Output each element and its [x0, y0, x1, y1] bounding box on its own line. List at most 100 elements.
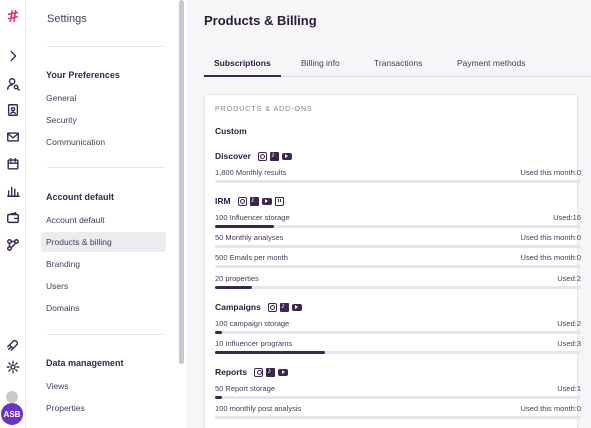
sidebar-item-domains[interactable]: Domains	[46, 303, 80, 313]
sidebar-scrollbar[interactable]	[179, 0, 184, 364]
product-name: IRM	[215, 196, 231, 206]
usage-bar	[215, 286, 581, 289]
usage-metric: 10 Influencer programs Used:3	[215, 339, 581, 357]
metric-label: 500 Emails per month	[215, 253, 288, 262]
sidebar-item-products-billing[interactable]: Products & billing	[41, 232, 166, 252]
sidebar-item-branding[interactable]: Branding	[46, 259, 81, 269]
usage-metric: 1,800 Monthly results Used this month:0	[215, 168, 581, 186]
tiktok-icon	[266, 366, 276, 377]
usage-metric: 100 campaign storage Used:2	[215, 319, 581, 337]
integrations-icon[interactable]	[4, 236, 21, 253]
product-group-campaigns: Campaigns	[215, 301, 302, 312]
section-heading-account-default: Account default	[46, 192, 115, 202]
youtube-icon	[281, 152, 292, 160]
usage-metric: 50 Monthly analyses Used this month:0	[215, 233, 581, 251]
usage-bar	[215, 225, 581, 228]
metric-usage: Used:2	[557, 274, 581, 283]
tiktok-icon	[279, 301, 289, 312]
metric-usage: Used:3	[557, 339, 581, 348]
metric-usage: Used:16	[553, 213, 581, 222]
tab-bar: Subscriptions Billing info Transactions …	[204, 56, 591, 77]
metric-label: 1,800 Monthly results	[215, 168, 287, 177]
metric-label: 100 campaign storage	[215, 319, 290, 328]
tab-billing-info[interactable]: Billing info	[301, 58, 340, 68]
sidebar-title: Settings	[47, 13, 87, 25]
divider	[47, 334, 165, 335]
instagram-icon	[267, 302, 277, 312]
metric-usage: Used this month:0	[520, 404, 581, 413]
usage-metric: 100 Influencer storage Used:16	[215, 213, 581, 231]
plan-name: Custom	[215, 126, 247, 136]
contacts-book-icon[interactable]	[4, 101, 21, 118]
youtube-icon	[261, 197, 272, 205]
sidebar-item-security[interactable]: Security	[46, 115, 77, 125]
subscriptions-card: PRODUCTS & ADD-ONS Custom Discover 1,800…	[204, 94, 581, 428]
wallet-icon[interactable]	[4, 209, 21, 226]
user-silhouette-icon	[6, 391, 18, 403]
icon-rail: ASB	[0, 0, 26, 428]
section-heading-preferences: Your Preferences	[46, 70, 120, 80]
tab-subscriptions[interactable]: Subscriptions	[204, 56, 281, 77]
metric-usage: Used:1	[557, 384, 581, 393]
tiktok-icon	[269, 150, 279, 161]
chevron-right-icon[interactable]	[4, 47, 21, 64]
usage-bar-fill	[215, 396, 223, 399]
usage-bar-fill	[215, 331, 223, 334]
bar-chart-icon[interactable]	[4, 182, 21, 199]
brand-logo-icon[interactable]	[4, 7, 21, 24]
product-group-discover: Discover	[215, 150, 292, 161]
settings-sidebar: Settings Your Preferences General Securi…	[27, 0, 180, 428]
usage-bar-fill	[215, 286, 252, 289]
metric-label: 20 properties	[215, 274, 259, 283]
metric-label: 100 monthly post analysis	[215, 404, 302, 413]
metric-usage: Used this month:0	[520, 253, 581, 262]
avatar[interactable]: ASB	[1, 403, 23, 425]
metric-label: 50 Monthly analyses	[215, 233, 284, 242]
usage-bar	[215, 245, 581, 248]
product-name: Discover	[215, 151, 251, 161]
youtube-icon	[291, 303, 302, 311]
sidebar-item-communication[interactable]: Communication	[46, 137, 106, 147]
product-name: Campaigns	[215, 302, 261, 312]
youtube-icon	[278, 368, 289, 376]
usage-bar	[215, 265, 581, 268]
user-search-icon[interactable]	[4, 75, 21, 92]
sidebar-item-account-default[interactable]: Account default	[46, 215, 105, 225]
usage-metric: 100 monthly post analysis Used this mont…	[215, 404, 581, 422]
metric-usage: Used:2	[557, 319, 581, 328]
usage-bar	[215, 416, 581, 419]
usage-bar	[215, 351, 581, 354]
tab-payment-methods[interactable]: Payment methods	[457, 58, 526, 68]
section-heading-data-management: Data management	[46, 358, 124, 368]
metric-label: 100 Influencer storage	[215, 213, 290, 222]
metric-label: 10 Influencer programs	[215, 339, 293, 348]
twitch-icon	[274, 196, 284, 206]
usage-bar	[215, 331, 581, 334]
instagram-icon	[257, 151, 267, 161]
tiktok-icon	[249, 195, 259, 206]
section-caption: PRODUCTS & ADD-ONS	[215, 106, 313, 113]
sidebar-item-views[interactable]: Views	[46, 381, 69, 391]
instagram-icon	[237, 196, 247, 206]
product-group-irm: IRM	[215, 195, 284, 206]
sidebar-item-general[interactable]: General	[46, 93, 77, 103]
usage-metric: 50 Report storage Used:1	[215, 384, 581, 402]
settings-gear-icon[interactable]	[4, 358, 21, 375]
metric-label: 50 Report storage	[215, 384, 276, 393]
tab-transactions[interactable]: Transactions	[374, 58, 423, 68]
sidebar-item-properties[interactable]: Properties	[46, 403, 85, 413]
rocket-icon[interactable]	[4, 336, 21, 353]
product-group-reports: Reports	[215, 366, 289, 377]
usage-bar	[215, 180, 581, 183]
page-title: Products & Billing	[204, 13, 317, 28]
metric-usage: Used this month:0	[520, 233, 581, 242]
usage-metric: 500 Emails per month Used this month:0	[215, 253, 581, 271]
instagram-icon	[254, 367, 264, 377]
sidebar-item-users[interactable]: Users	[46, 281, 69, 291]
usage-bar-fill	[215, 225, 274, 228]
divider	[47, 167, 165, 168]
mail-icon[interactable]	[4, 128, 21, 145]
usage-metric: 20 properties Used:2	[215, 274, 581, 292]
product-name: Reports	[215, 367, 248, 377]
calendar-icon[interactable]	[4, 155, 21, 172]
